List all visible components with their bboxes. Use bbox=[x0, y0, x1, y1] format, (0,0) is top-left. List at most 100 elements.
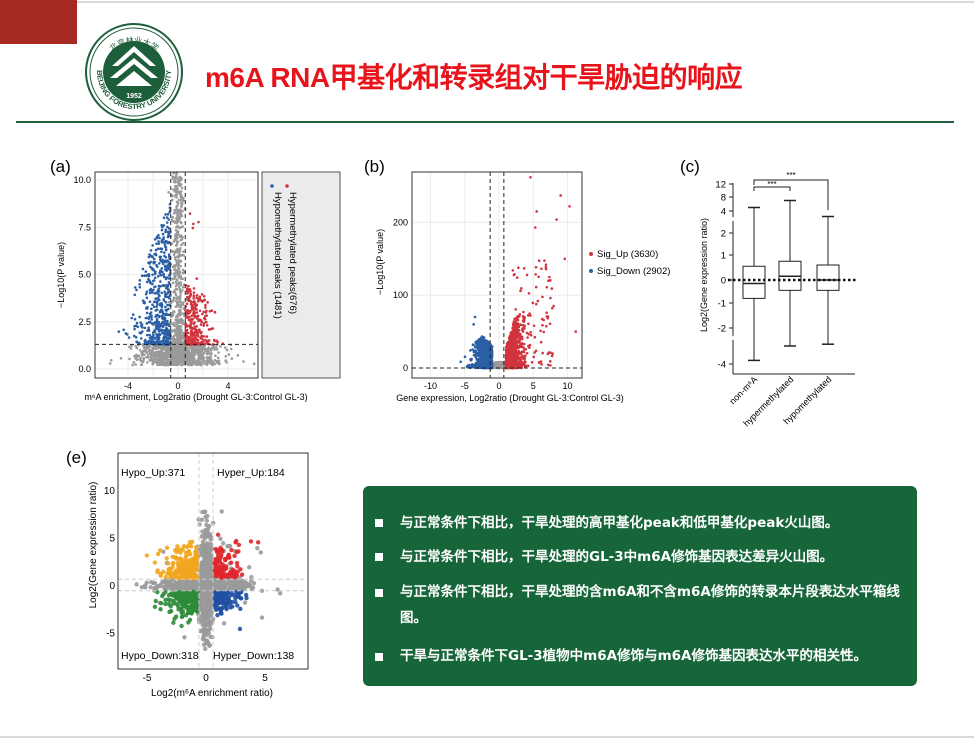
data-point bbox=[534, 285, 538, 289]
data-point bbox=[147, 274, 151, 278]
data-point bbox=[117, 330, 121, 333]
data-point bbox=[214, 346, 218, 349]
data-point bbox=[511, 356, 514, 360]
data-point bbox=[187, 352, 191, 355]
data-point bbox=[145, 322, 149, 325]
data-point bbox=[512, 324, 516, 328]
data-point bbox=[122, 328, 125, 332]
data-point bbox=[198, 329, 201, 332]
data-point bbox=[167, 190, 170, 194]
data-point bbox=[182, 331, 185, 335]
data-point bbox=[472, 353, 476, 357]
data-point bbox=[247, 582, 252, 587]
y-tick-label: 0.0 bbox=[78, 364, 91, 374]
data-point bbox=[537, 361, 541, 364]
data-point bbox=[509, 340, 513, 344]
data-point bbox=[133, 324, 136, 328]
data-point bbox=[203, 608, 208, 614]
data-point bbox=[189, 300, 193, 303]
data-point bbox=[175, 278, 178, 281]
data-point bbox=[205, 335, 209, 338]
data-point bbox=[194, 348, 197, 351]
data-point bbox=[148, 333, 152, 337]
data-point bbox=[199, 323, 203, 326]
data-point bbox=[150, 318, 153, 321]
data-point bbox=[200, 293, 204, 296]
panel-label: (b) bbox=[364, 157, 385, 176]
data-point bbox=[163, 251, 166, 254]
data-point bbox=[141, 267, 145, 271]
data-point bbox=[143, 326, 147, 330]
data-point bbox=[180, 353, 184, 357]
data-point bbox=[154, 253, 158, 257]
data-point bbox=[574, 330, 578, 333]
data-point bbox=[147, 329, 151, 332]
data-point bbox=[175, 231, 179, 235]
data-point bbox=[158, 271, 161, 275]
data-point bbox=[181, 334, 185, 338]
data-point bbox=[178, 353, 181, 357]
data-point bbox=[156, 274, 160, 278]
data-point bbox=[555, 218, 558, 221]
data-point bbox=[177, 332, 181, 336]
data-point bbox=[549, 364, 552, 367]
data-point bbox=[167, 295, 171, 299]
data-point bbox=[472, 323, 475, 326]
data-point bbox=[213, 311, 217, 314]
data-point bbox=[520, 286, 523, 290]
data-point bbox=[154, 270, 157, 274]
data-point bbox=[476, 364, 480, 367]
data-point bbox=[179, 294, 182, 298]
data-point bbox=[167, 281, 171, 284]
data-point bbox=[528, 343, 532, 347]
data-point bbox=[537, 275, 540, 279]
data-point bbox=[513, 272, 516, 276]
data-point bbox=[171, 358, 175, 362]
data-point bbox=[167, 341, 171, 344]
data-point bbox=[196, 299, 200, 303]
data-point bbox=[180, 336, 183, 340]
data-point bbox=[161, 325, 165, 328]
data-point bbox=[512, 362, 515, 365]
data-point bbox=[140, 274, 144, 278]
data-point bbox=[161, 343, 165, 346]
data-point bbox=[133, 317, 137, 321]
data-point bbox=[514, 343, 518, 346]
data-point bbox=[205, 513, 210, 519]
panel-label: (c) bbox=[680, 157, 700, 176]
data-point bbox=[175, 315, 178, 318]
data-point bbox=[206, 533, 212, 539]
x-tick-label: 4 bbox=[225, 381, 230, 391]
data-point bbox=[523, 357, 527, 360]
data-point bbox=[510, 344, 514, 348]
data-point bbox=[128, 345, 131, 349]
data-point bbox=[200, 590, 205, 595]
data-point bbox=[138, 283, 141, 286]
data-point bbox=[175, 221, 179, 225]
data-point bbox=[539, 329, 542, 333]
data-point bbox=[161, 354, 164, 357]
data-point bbox=[199, 534, 204, 539]
data-point bbox=[188, 212, 192, 215]
data-point bbox=[204, 559, 210, 565]
data-point bbox=[205, 323, 209, 327]
data-point bbox=[151, 362, 155, 365]
data-point bbox=[178, 305, 181, 308]
data-point bbox=[525, 351, 529, 355]
data-point bbox=[178, 349, 181, 353]
data-point bbox=[242, 360, 245, 363]
data-point bbox=[167, 277, 171, 280]
y-tick-label: 10.0 bbox=[73, 175, 91, 185]
data-point bbox=[160, 305, 164, 309]
plot-border bbox=[94, 171, 259, 379]
data-point bbox=[192, 362, 196, 365]
data-point bbox=[196, 333, 199, 337]
data-point bbox=[165, 320, 169, 324]
data-point bbox=[202, 324, 206, 327]
data-point bbox=[559, 194, 562, 197]
data-point bbox=[474, 363, 478, 366]
data-point bbox=[550, 306, 554, 310]
data-point bbox=[152, 331, 155, 334]
data-point bbox=[128, 357, 131, 361]
logo-year: 1952 bbox=[126, 93, 142, 100]
